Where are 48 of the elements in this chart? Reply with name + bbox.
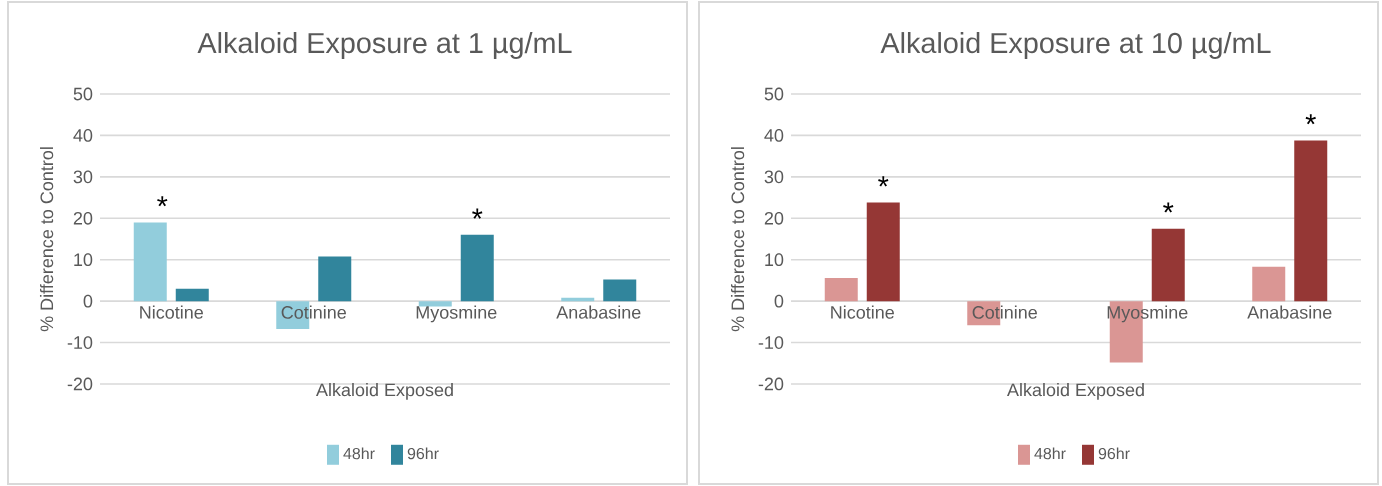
bar bbox=[824, 277, 858, 302]
annotation: * bbox=[1163, 202, 1174, 213]
y-tick-label: -10 bbox=[67, 336, 93, 349]
bar bbox=[133, 222, 167, 302]
y-tick-label: 30 bbox=[764, 170, 784, 184]
legend-label: 96hr bbox=[407, 447, 439, 460]
annotation: * bbox=[1305, 114, 1316, 125]
y-axis-title: % Difference to Control bbox=[730, 147, 745, 332]
x-tick-label: Myosmine bbox=[416, 305, 497, 323]
legend-label: 96hr bbox=[1098, 447, 1130, 460]
bar bbox=[603, 279, 637, 302]
y-tick-label: -20 bbox=[758, 377, 784, 391]
x-axis-title: Alkaloid Exposed bbox=[1006, 383, 1144, 400]
chart-title: Alkaloid Exposure at 10 µg/mL bbox=[880, 32, 1271, 59]
chart-title: Alkaloid Exposure at 1 µg/mL bbox=[197, 32, 572, 59]
x-tick-label: Anabasine bbox=[556, 305, 641, 319]
legend-label: 48hr bbox=[1034, 447, 1066, 460]
y-tick-label: 50 bbox=[73, 87, 93, 101]
bar bbox=[866, 202, 900, 302]
bar bbox=[1294, 140, 1328, 302]
y-tick-label: 0 bbox=[83, 294, 93, 308]
bar bbox=[561, 297, 595, 302]
y-tick-label: 50 bbox=[764, 87, 784, 101]
y-tick-label: 40 bbox=[73, 129, 93, 142]
y-tick-label: 10 bbox=[765, 253, 784, 267]
y-axis-title: % Difference to Control bbox=[39, 147, 54, 332]
y-tick-label: 20 bbox=[73, 211, 93, 225]
x-axis-title: Alkaloid Exposed bbox=[316, 383, 453, 400]
bar bbox=[175, 288, 209, 302]
bar bbox=[1252, 266, 1286, 302]
y-tick-label: 10 bbox=[74, 253, 93, 267]
y-tick-label: 20 bbox=[764, 211, 784, 225]
y-tick-label: 40 bbox=[764, 129, 784, 142]
y-tick-label: 30 bbox=[73, 170, 93, 184]
bar bbox=[318, 256, 352, 302]
x-tick-label: Nicotine bbox=[831, 305, 894, 319]
y-tick-label: -20 bbox=[67, 377, 93, 391]
x-tick-label: Nicotine bbox=[140, 305, 203, 319]
x-tick-label: Anabasine bbox=[1247, 305, 1332, 319]
bar bbox=[460, 234, 494, 302]
annotation: * bbox=[472, 208, 483, 219]
y-tick-label: -10 bbox=[758, 336, 784, 349]
annotation: * bbox=[878, 176, 889, 187]
legend-label: 48hr bbox=[343, 447, 375, 460]
bar bbox=[1151, 228, 1185, 302]
annotation: * bbox=[157, 196, 168, 207]
bar bbox=[418, 301, 452, 307]
y-tick-label: 0 bbox=[774, 294, 784, 308]
